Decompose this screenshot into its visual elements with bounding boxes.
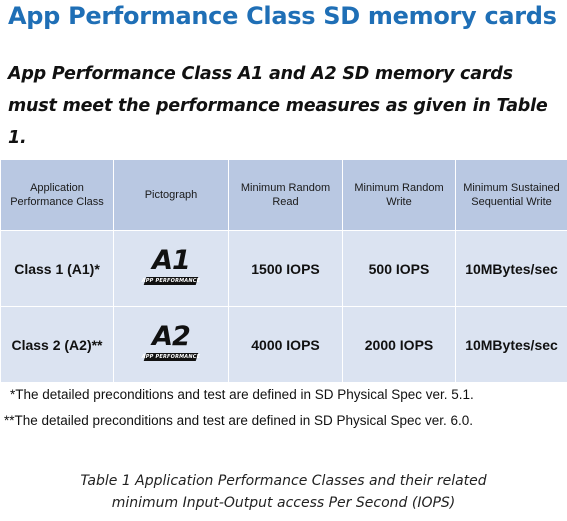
random-write-cell: 500 IOPS [342,230,456,307]
table-caption: Table 1 Application Performance Classes … [0,470,567,514]
pictograph-cell: A1 APP PERFORMANCE [113,230,229,307]
sequential-write-cell: 10MBytes/sec [455,306,567,383]
page-title: App Performance Class SD memory cards [8,2,557,30]
pictograph-letters: A2 [152,321,191,352]
random-read-cell: 1500 IOPS [228,230,343,307]
table-row: Class 1 (A1)* A1 APP PERFORMANCE 1500 IO… [0,230,567,307]
header-pictograph: Pictograph [113,159,229,231]
header-minimum-sustained-sequential-write: Minimum Sustained Sequential Write [455,159,567,231]
a2-app-performance-logo: A2 APP PERFORMANCE [139,321,203,365]
pictograph-letters: A1 [152,245,191,276]
header-minimum-random-write: Minimum Random Write [342,159,456,231]
caption-line-1: Table 1 Application Performance Classes … [80,473,487,489]
a1-app-performance-logo: A1 APP PERFORMANCE [139,245,203,289]
class-cell: Class 1 (A1)* [0,230,114,307]
random-write-cell: 2000 IOPS [342,306,456,383]
pictograph-subtitle: APP PERFORMANCE [141,278,201,284]
footnote-a1: *The detailed preconditions and test are… [10,387,474,402]
table-row: Class 2 (A2)** A2 APP PERFORMANCE 4000 I… [0,306,567,383]
intro-paragraph: App Performance Class A1 and A2 SD memor… [8,64,548,148]
footnote-a2: **The detailed preconditions and test ar… [4,413,474,428]
pictograph-subtitle: APP PERFORMANCE [141,354,201,360]
caption-line-2: minimum Input-Output access Per Second (… [111,495,456,511]
header-minimum-random-read: Minimum Random Read [228,159,343,231]
class-cell: Class 2 (A2)** [0,306,114,383]
table-header-row: Application Performance Class Pictograph… [0,159,567,231]
sequential-write-cell: 10MBytes/sec [455,230,567,307]
random-read-cell: 4000 IOPS [228,306,343,383]
pictograph-cell: A2 APP PERFORMANCE [113,306,229,383]
performance-table: Application Performance Class Pictograph… [0,159,567,383]
header-application-performance-class: Application Performance Class [0,159,114,231]
